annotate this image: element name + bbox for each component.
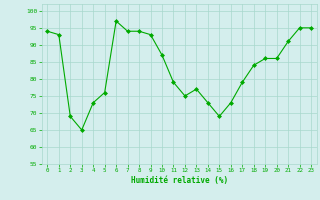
X-axis label: Humidité relative (%): Humidité relative (%) <box>131 176 228 185</box>
